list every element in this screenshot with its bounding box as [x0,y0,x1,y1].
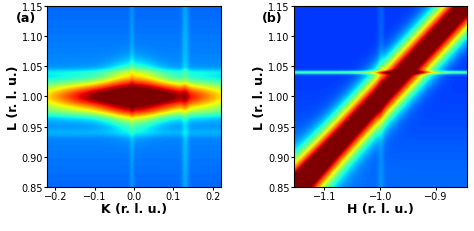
Y-axis label: L (r. l. u.): L (r. l. u.) [7,65,20,129]
Y-axis label: L (r. l. u.): L (r. l. u.) [254,65,266,129]
Text: (b): (b) [262,12,283,25]
X-axis label: H (r. l. u.): H (r. l. u.) [347,203,414,216]
X-axis label: K (r. l. u.): K (r. l. u.) [101,203,167,216]
Text: (a): (a) [16,12,36,25]
